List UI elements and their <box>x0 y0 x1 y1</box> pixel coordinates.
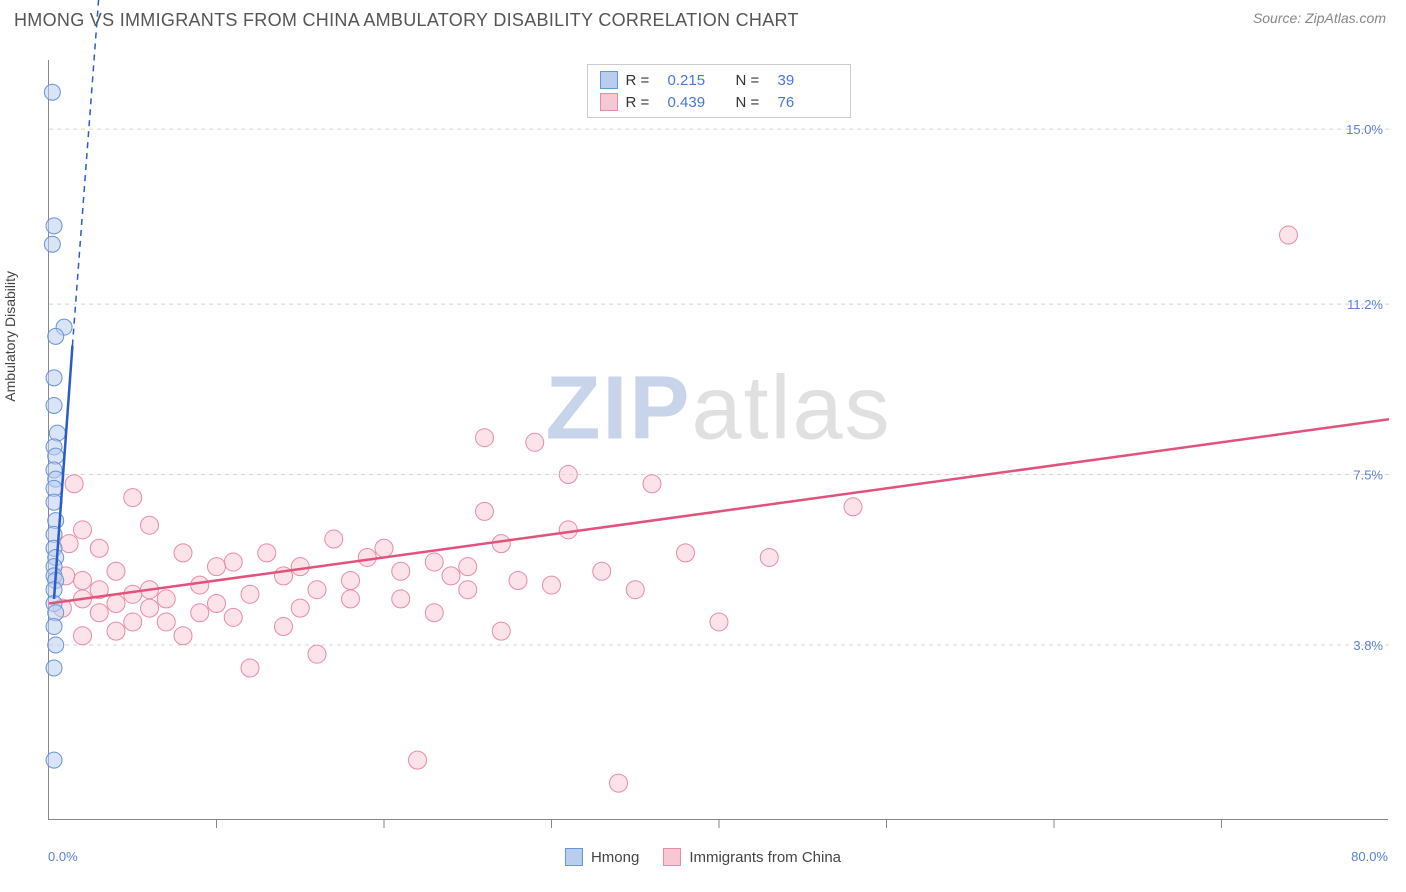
x-axis-max-label: 80.0% <box>1351 849 1388 864</box>
y-grid-label: 7.5% <box>1353 468 1383 483</box>
y-axis-title: Ambulatory Disability <box>2 271 18 402</box>
y-grid-label: 11.2% <box>1347 297 1383 312</box>
legend-label-china: Immigrants from China <box>689 849 841 866</box>
legend-label-hmong: Hmong <box>591 849 639 866</box>
series-legend: Hmong Immigrants from China <box>565 848 841 866</box>
source-label: Source: ZipAtlas.com <box>1253 10 1386 26</box>
y-grid-label: 15.0% <box>1346 122 1383 137</box>
x-axis-min-label: 0.0% <box>48 849 78 864</box>
y-grid-label: 3.8% <box>1353 638 1383 653</box>
legend-item-china: Immigrants from China <box>663 848 841 866</box>
swatch-china <box>663 848 681 866</box>
swatch-hmong <box>565 848 583 866</box>
plot-svg: 3.8% 7.5% 11.2% 15.0% <box>49 60 1388 819</box>
legend-item-hmong: Hmong <box>565 848 639 866</box>
chart-plot-area: ZIPatlas R = 0.215 N = 39 R = 0.439 N = … <box>48 60 1388 820</box>
chart-title: HMONG VS IMMIGRANTS FROM CHINA AMBULATOR… <box>14 10 799 31</box>
